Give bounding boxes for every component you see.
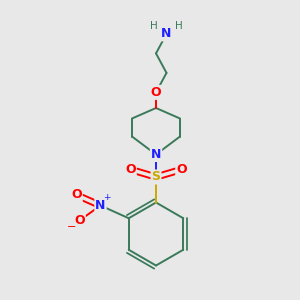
Text: H: H — [150, 20, 158, 31]
Text: −: − — [66, 222, 76, 232]
Text: O: O — [71, 188, 82, 202]
Text: O: O — [125, 163, 136, 176]
Text: O: O — [74, 214, 85, 227]
Text: N: N — [95, 199, 106, 212]
Text: O: O — [151, 86, 161, 99]
Text: O: O — [176, 163, 187, 176]
Text: N: N — [161, 27, 172, 40]
Text: S: S — [152, 170, 160, 184]
Text: N: N — [151, 148, 161, 161]
Text: +: + — [103, 193, 111, 202]
Text: H: H — [175, 20, 183, 31]
